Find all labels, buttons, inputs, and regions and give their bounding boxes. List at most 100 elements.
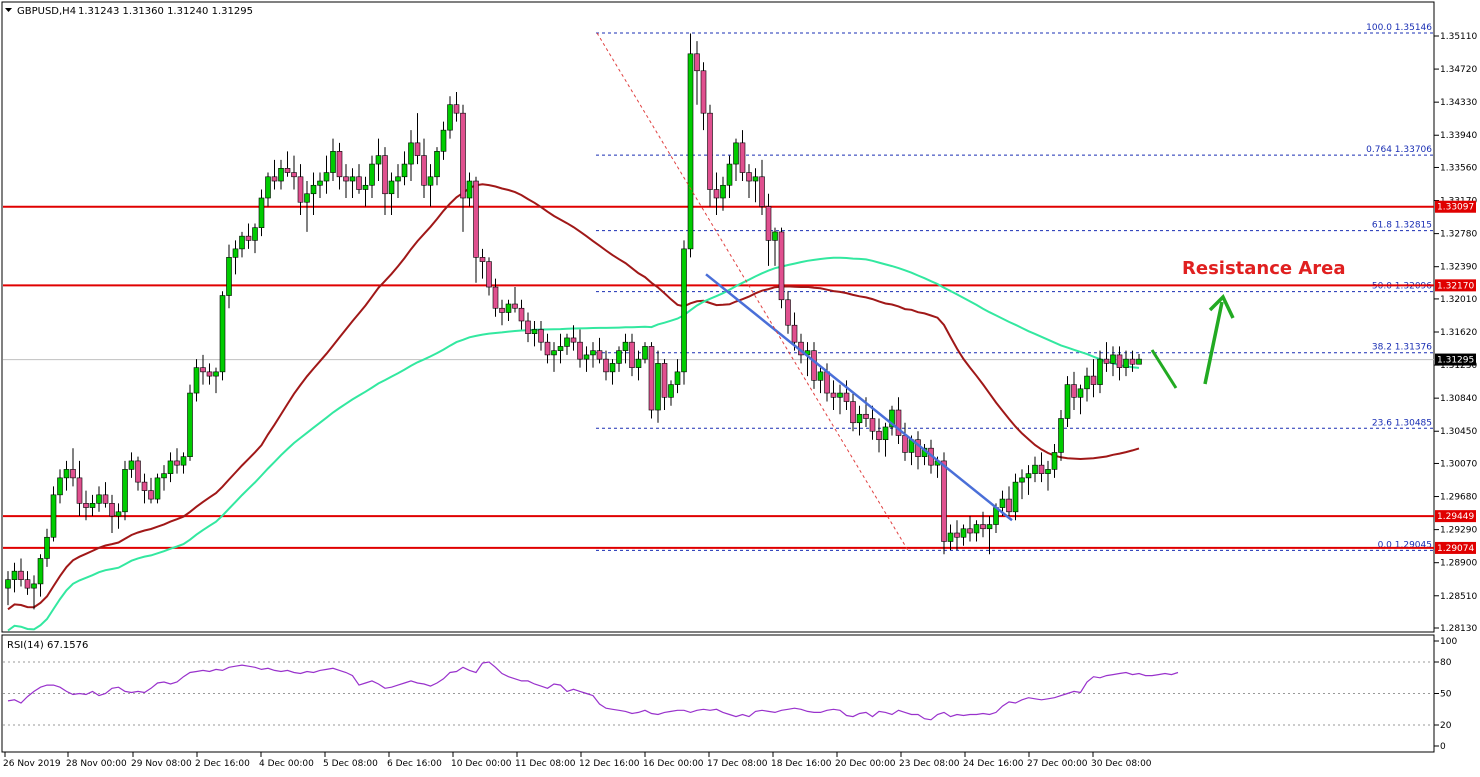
level-price-tag xyxy=(1435,200,1476,213)
rsi-axis-label: 100 xyxy=(1440,637,1457,647)
candlestick xyxy=(622,333,629,364)
candlestick xyxy=(1110,346,1116,377)
time-axis-label: 4 Dec 00:00 xyxy=(259,759,314,769)
candle-body xyxy=(674,371,681,385)
candlestick xyxy=(778,227,785,309)
candlestick xyxy=(1058,410,1064,461)
time-axis-label: 6 Dec 16:00 xyxy=(387,759,442,769)
time-axis-label: 17 Dec 08:00 xyxy=(707,759,768,769)
candle-body xyxy=(655,363,661,411)
candlestick xyxy=(973,520,980,542)
candle-body xyxy=(1097,358,1103,385)
level-price-tag-label: 1.33097 xyxy=(1437,203,1474,213)
candlestick xyxy=(947,524,954,550)
candle-body xyxy=(310,184,317,195)
candle-body xyxy=(752,176,759,182)
candle-body xyxy=(408,142,414,165)
candlestick xyxy=(785,291,791,334)
rsi-label: RSI(14) 67.1576 xyxy=(7,640,88,651)
dropdown-triangle-icon[interactable] xyxy=(5,8,12,12)
candlestick xyxy=(343,164,349,198)
main-panel-frame xyxy=(1,1,1435,633)
candle-body xyxy=(76,477,83,504)
candle-body xyxy=(668,384,674,398)
candlestick xyxy=(720,176,726,211)
price-axis-label: 1.29680 xyxy=(1440,493,1477,503)
candlestick xyxy=(1064,376,1071,427)
candle-body xyxy=(187,392,193,457)
time-axis-label: 12 Dec 16:00 xyxy=(579,759,640,769)
candlestick xyxy=(752,168,759,203)
candlestick xyxy=(655,350,661,423)
candle-body xyxy=(512,303,518,309)
candlestick xyxy=(141,473,148,504)
candle-body xyxy=(434,151,440,178)
candlestick xyxy=(889,405,895,436)
candlestick xyxy=(590,342,596,368)
level-price-tag xyxy=(1435,279,1476,292)
candlestick xyxy=(856,405,863,436)
price-axis-label: 1.28130 xyxy=(1440,624,1477,634)
candle-body xyxy=(863,413,869,419)
candle-body xyxy=(343,176,349,182)
candle-body xyxy=(577,341,583,360)
candle-body xyxy=(869,418,876,432)
candlestick xyxy=(349,168,356,198)
candlestick xyxy=(713,172,720,215)
candlestick xyxy=(336,142,343,190)
candlestick xyxy=(1103,342,1110,372)
candlestick xyxy=(278,159,284,190)
candle-body xyxy=(1064,384,1071,419)
time-axis-label: 10 Dec 00:00 xyxy=(451,759,512,769)
candle-body xyxy=(817,371,824,381)
fib-level-label: 38.2 1.31376 xyxy=(1372,343,1432,353)
candle-body xyxy=(882,426,889,441)
candle-body xyxy=(713,189,720,199)
candle-body xyxy=(947,532,954,542)
candlestick xyxy=(733,138,739,182)
fib-level-label: 61.8 1.32815 xyxy=(1372,221,1432,231)
candle-body xyxy=(83,503,89,508)
price-axis-label: 1.31620 xyxy=(1440,328,1477,338)
price-axis-label: 1.30840 xyxy=(1440,394,1477,404)
candlestick xyxy=(37,554,44,597)
candle-body xyxy=(1090,375,1097,385)
time-axis-label: 16 Dec 00:00 xyxy=(643,759,704,769)
candlestick xyxy=(297,164,304,215)
candle-body xyxy=(616,350,622,364)
candle-body xyxy=(986,524,993,530)
candle-body xyxy=(1110,354,1116,364)
candlestick xyxy=(557,333,564,364)
candle-body xyxy=(135,460,141,483)
candlestick xyxy=(635,350,642,381)
candle-body xyxy=(284,168,291,173)
candle-body xyxy=(902,435,908,453)
time-axis-label: 23 Dec 08:00 xyxy=(899,759,960,769)
candle-body xyxy=(427,176,434,186)
candlestick xyxy=(70,448,76,487)
candle-body xyxy=(544,341,551,356)
candlestick xyxy=(479,248,486,279)
candle-body xyxy=(557,346,564,351)
time-axis-label: 27 Dec 00:00 xyxy=(1027,759,1088,769)
candle-body xyxy=(1038,464,1045,474)
candlestick xyxy=(648,342,655,419)
candle-body xyxy=(726,163,733,186)
candle-body xyxy=(453,104,460,114)
candlestick xyxy=(850,393,856,432)
candlestick xyxy=(694,41,700,105)
candle-body xyxy=(622,341,629,351)
candlestick xyxy=(109,494,115,534)
candlestick xyxy=(440,121,447,160)
time-axis-label: 26 Nov 2019 xyxy=(3,759,61,769)
price-axis-label: 1.33940 xyxy=(1440,131,1477,141)
candlestick xyxy=(596,337,603,364)
rsi-axis-label: 80 xyxy=(1440,658,1452,668)
candlestick xyxy=(1038,452,1045,483)
candle-body xyxy=(1136,358,1142,365)
candlestick xyxy=(668,380,674,406)
candlestick xyxy=(180,452,187,474)
candle-body xyxy=(460,112,466,199)
